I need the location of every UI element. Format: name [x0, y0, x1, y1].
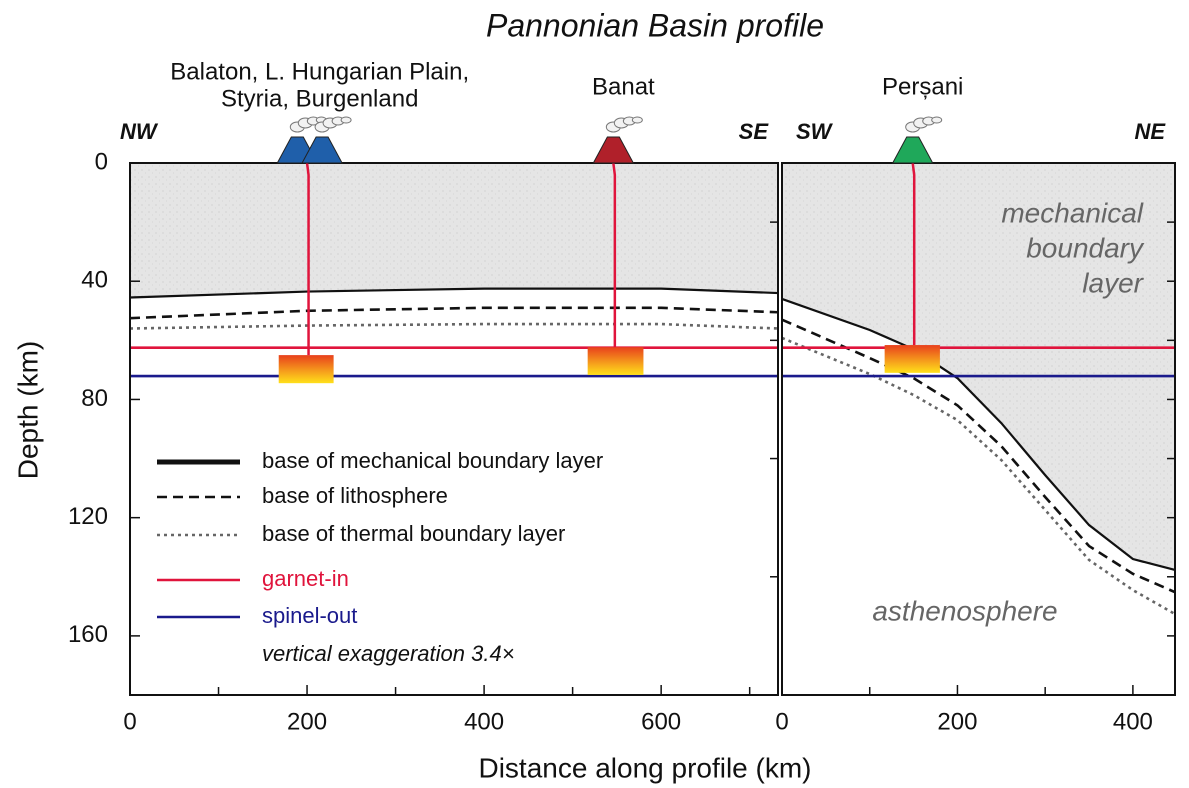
- legend-label: garnet-in: [262, 566, 349, 591]
- source-region: [278, 355, 334, 384]
- volcano: [592, 136, 635, 164]
- volcano-smoke: [314, 116, 352, 133]
- smoke-puff: [340, 116, 352, 124]
- profile-line: [129, 306, 779, 320]
- site-label: Styria, Burgenland: [221, 85, 418, 112]
- y-tick-label: 80: [81, 385, 108, 412]
- direction-label: NE: [1134, 119, 1166, 144]
- region-label: asthenosphere: [872, 595, 1057, 626]
- y-tick-label: 120: [68, 503, 108, 530]
- volcano: [891, 136, 934, 164]
- volcano-smoke: [605, 116, 643, 133]
- site-label: Perșani: [882, 73, 963, 100]
- mechanical-layer-fill: [130, 163, 778, 298]
- line-layer: [129, 287, 1176, 616]
- direction-label: SE: [739, 119, 770, 144]
- note: vertical exaggeration 3.4×: [262, 641, 515, 666]
- y-tick-label: 40: [81, 267, 108, 294]
- magma-conduit: [911, 162, 916, 346]
- volcano: [301, 136, 343, 164]
- magma-conduit: [305, 162, 310, 356]
- source-region: [587, 347, 644, 375]
- x-tick-label: 0: [123, 708, 136, 735]
- source-region: [884, 345, 940, 373]
- smoke-puff: [631, 116, 643, 124]
- mechanical-layer-fill: [782, 163, 1175, 570]
- region-label: layer: [1082, 267, 1144, 298]
- legend-label: base of thermal boundary layer: [262, 521, 565, 546]
- x-tick-label: 400: [1113, 708, 1153, 735]
- x-tick-label: 400: [464, 708, 504, 735]
- direction-label: SW: [796, 119, 834, 144]
- top-layer: 0 200 400 600 0 40 80 120 160 NW SE Balaton, L. Hun…: [68, 58, 1176, 735]
- region-label: mechanical: [1001, 197, 1143, 228]
- magma-conduit: [612, 162, 617, 348]
- profile-line: [129, 287, 779, 299]
- site-label: Balaton, L. Hungarian Plain,: [170, 58, 469, 85]
- x-tick-label: 200: [287, 708, 327, 735]
- y-tick-label: 160: [68, 621, 108, 648]
- x-tick-label: 0: [775, 708, 788, 735]
- panel-frame: [781, 162, 1176, 696]
- volcano-smoke: [905, 116, 943, 133]
- x-axis-label: Distance along profile (km): [478, 752, 811, 783]
- legend-label: spinel-out: [262, 603, 357, 628]
- direction-label: NW: [120, 119, 159, 144]
- site-label: Banat: [592, 73, 655, 100]
- y-tick-label: 0: [95, 148, 108, 175]
- legend-label: base of mechanical boundary layer: [262, 448, 603, 473]
- y-axis-label: Depth (km): [12, 341, 43, 479]
- profile-line: [781, 318, 1176, 594]
- chart-title: Pannonian Basin profile: [486, 7, 824, 43]
- profile-line: [781, 336, 1176, 616]
- legend-label: base of lithosphere: [262, 483, 448, 508]
- profile-line: [781, 297, 1176, 572]
- x-tick-label: 200: [937, 708, 977, 735]
- panel-frame: [129, 162, 779, 696]
- profile-line: [129, 322, 779, 330]
- x-tick-label: 600: [641, 708, 681, 735]
- smoke-puff: [931, 116, 943, 124]
- region-label: boundary: [1026, 232, 1145, 263]
